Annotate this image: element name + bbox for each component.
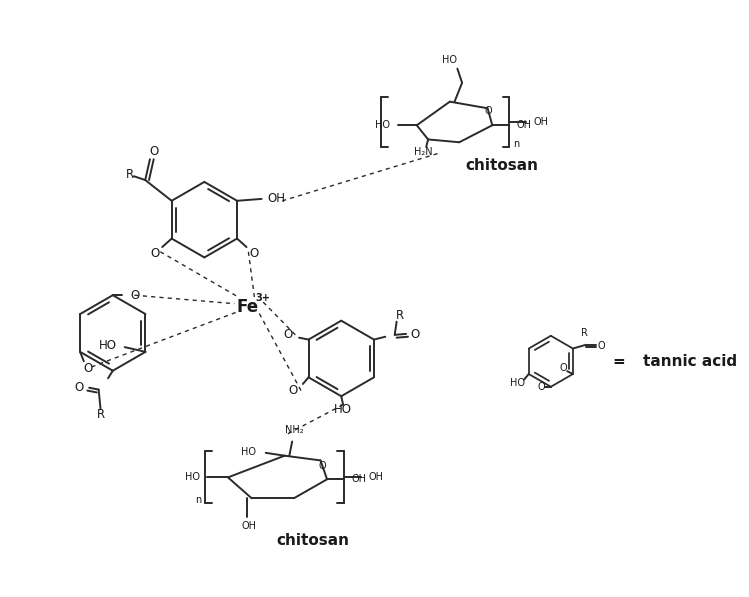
Text: O: O xyxy=(74,381,83,394)
Text: O: O xyxy=(538,381,545,392)
Text: =: = xyxy=(613,354,631,369)
Text: OH: OH xyxy=(241,522,256,531)
Text: HO: HO xyxy=(184,472,199,482)
Text: OH: OH xyxy=(517,120,532,130)
Text: HO: HO xyxy=(510,378,525,389)
Text: O: O xyxy=(130,289,139,301)
Text: O: O xyxy=(283,328,292,341)
Text: HO: HO xyxy=(99,338,117,352)
Text: O: O xyxy=(485,106,492,116)
Text: O: O xyxy=(149,145,158,158)
Text: O: O xyxy=(318,461,326,471)
Text: HO: HO xyxy=(443,55,458,65)
Text: O: O xyxy=(598,341,605,350)
Text: n: n xyxy=(513,139,519,149)
Text: O: O xyxy=(289,384,298,397)
Text: chitosan: chitosan xyxy=(276,533,350,548)
Text: OH: OH xyxy=(534,117,549,127)
Text: H₂N: H₂N xyxy=(414,147,433,156)
Text: HO: HO xyxy=(375,120,390,130)
Text: O: O xyxy=(411,328,420,341)
Text: tannic acid: tannic acid xyxy=(643,354,738,369)
Text: O: O xyxy=(560,364,567,373)
Text: Fe: Fe xyxy=(237,297,259,316)
Text: OH: OH xyxy=(369,472,383,482)
Text: R: R xyxy=(395,309,404,322)
Text: n: n xyxy=(195,495,201,505)
Text: R: R xyxy=(580,328,588,338)
Text: OH: OH xyxy=(352,474,367,484)
Text: O: O xyxy=(83,362,92,376)
Text: O: O xyxy=(150,247,160,260)
Text: R: R xyxy=(97,408,105,421)
Text: chitosan: chitosan xyxy=(465,158,539,173)
Text: HO: HO xyxy=(334,403,352,416)
Text: R: R xyxy=(126,168,134,181)
Text: NH₂: NH₂ xyxy=(285,425,303,435)
Text: 3+: 3+ xyxy=(255,293,270,303)
Text: HO: HO xyxy=(241,447,256,457)
Text: OH: OH xyxy=(267,192,285,205)
Text: O: O xyxy=(249,247,258,260)
